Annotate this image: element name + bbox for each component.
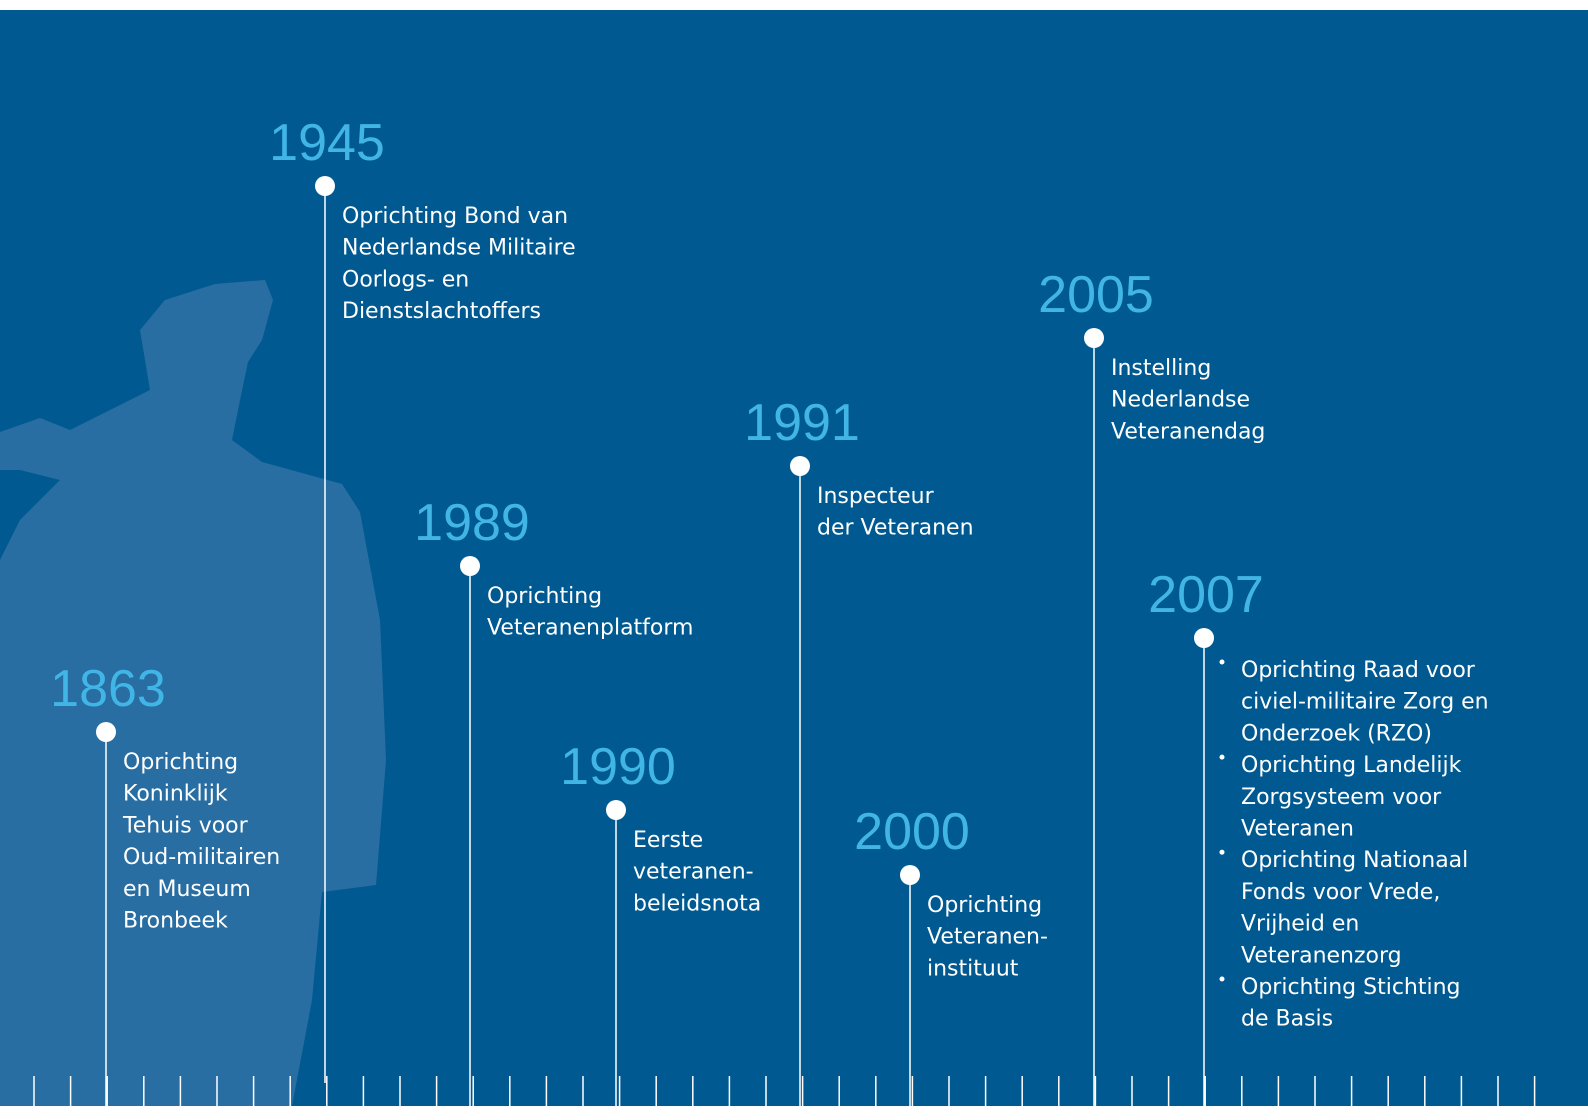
event-year: 1989 bbox=[414, 494, 530, 552]
event-year: 1863 bbox=[50, 660, 166, 718]
event-dot bbox=[1084, 328, 1104, 348]
event-text: Instelling bbox=[1111, 356, 1211, 381]
event-text: Oprichting bbox=[487, 584, 602, 609]
event-text: Oud-militairen bbox=[123, 845, 280, 870]
event-text: Tehuis voor bbox=[122, 813, 249, 838]
bullet-text: Onderzoek (RZO) bbox=[1241, 721, 1432, 746]
bullet-text: Zorgsysteem voor bbox=[1241, 785, 1442, 810]
event-text: Oprichting bbox=[927, 893, 1042, 918]
bullet bbox=[1220, 755, 1225, 760]
page: 1863 Oprichting Koninklijk Tehuis voor Oud-m… bbox=[0, 0, 1588, 1120]
event-text: Eerste bbox=[633, 828, 703, 853]
bullet bbox=[1220, 850, 1225, 855]
event-text: Veteranen- bbox=[927, 925, 1048, 950]
event-dot bbox=[96, 722, 116, 742]
event-text: Oprichting bbox=[123, 750, 238, 775]
event-year: 1991 bbox=[744, 394, 860, 452]
bullet bbox=[1220, 660, 1225, 665]
event-text: Bronbeek bbox=[123, 909, 228, 934]
event-year: 2000 bbox=[854, 803, 970, 861]
event-text: veteranen- bbox=[633, 860, 754, 885]
bullet-text: Oprichting Stichting bbox=[1241, 975, 1461, 1000]
event-year: 1945 bbox=[269, 114, 385, 172]
event-text: Inspecteur bbox=[817, 484, 935, 509]
event-year: 2005 bbox=[1038, 266, 1154, 324]
event-text: Dienstslachtoffers bbox=[342, 299, 541, 324]
event-dot bbox=[1194, 628, 1214, 648]
event-text: en Museum bbox=[123, 877, 251, 902]
event-text: Nederlandse bbox=[1111, 388, 1250, 413]
bullet-text: Vrijheid en bbox=[1241, 912, 1359, 937]
event-dot bbox=[460, 556, 480, 576]
event-dot bbox=[606, 800, 626, 820]
event-text: Veteranenplatform bbox=[487, 616, 693, 641]
bullet-text: Oprichting Landelijk bbox=[1241, 753, 1462, 778]
event-dot bbox=[315, 176, 335, 196]
event-text: Nederlandse Militaire bbox=[342, 236, 576, 261]
event-year: 1990 bbox=[560, 738, 676, 796]
event-dot bbox=[790, 456, 810, 476]
bullet-text: Oprichting Raad voor bbox=[1241, 658, 1476, 683]
bullet-text: Oprichting Nationaal bbox=[1241, 848, 1468, 873]
event-text: Oprichting Bond van bbox=[342, 204, 568, 229]
bullet-text: Fonds voor Vrede, bbox=[1241, 880, 1440, 905]
timeline: 1863 Oprichting Koninklijk Tehuis voor Oud-m… bbox=[0, 0, 1588, 1120]
event-text: der Veteranen bbox=[817, 516, 974, 541]
event-text: instituut bbox=[927, 956, 1019, 981]
event-dot bbox=[900, 865, 920, 885]
event-text: Koninklijk bbox=[123, 782, 228, 807]
bullet-text: civiel-militaire Zorg en bbox=[1241, 690, 1489, 715]
bullet-text: Veteranenzorg bbox=[1241, 943, 1402, 968]
event-year: 2007 bbox=[1148, 566, 1264, 624]
event-text: Oorlogs- en bbox=[342, 267, 469, 292]
event-text: Veteranendag bbox=[1111, 419, 1265, 444]
bullet-text: Veteranen bbox=[1241, 817, 1354, 842]
bullet-text: de Basis bbox=[1241, 1007, 1333, 1032]
bullet bbox=[1220, 977, 1225, 982]
event-text: beleidsnota bbox=[633, 891, 761, 916]
